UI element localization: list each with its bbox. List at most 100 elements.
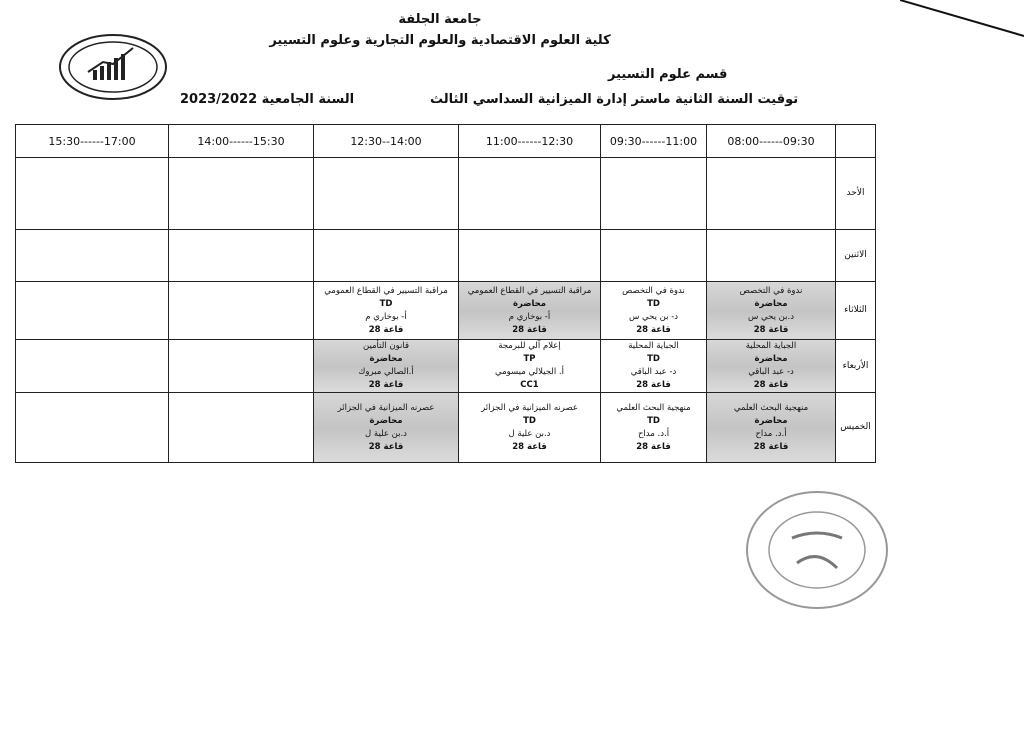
- day-row: الأربعاء الجباية المحلية محاضرة د- عبد البا…: [15, 339, 876, 393]
- session-type: محاضرة: [754, 415, 788, 426]
- session-cell: إعلام آلي للبرمجة TP أ. الجيلالي ميسومي CC1: [458, 339, 601, 393]
- session-type: محاضرة: [369, 354, 403, 364]
- university-name: جامعة الجلفة: [398, 12, 482, 27]
- session-type: محاضرة: [754, 354, 788, 364]
- session-cell: [313, 157, 459, 230]
- session-type: TD: [647, 298, 660, 309]
- session-cell: [168, 392, 314, 463]
- session-room: قاعة 28: [753, 441, 789, 452]
- session-teacher: د- عبد الباقي: [630, 367, 677, 377]
- session-type: محاضرة: [369, 415, 403, 426]
- session-cell: [600, 157, 707, 230]
- session-subject: ندوة في التخصص: [622, 285, 685, 296]
- session-type: TD: [523, 415, 536, 426]
- session-room: قاعة 28: [636, 380, 671, 390]
- session-cell: منهجية البحث العلمي محاضرة أ.د. مداح قاعة 2…: [706, 392, 836, 463]
- session-room: قاعة 28: [368, 441, 404, 452]
- session-cell: عصرنه الميزانية في الجزائر محاضرة د.بن علي…: [313, 392, 459, 463]
- session-room: CC1: [520, 380, 539, 390]
- time-slot-header: 17:00------15:30: [15, 124, 169, 158]
- session-subject: ندوة في التخصص: [739, 285, 803, 296]
- session-cell: الجباية المحلية TD د- عبد الباقي قاعة 28: [600, 339, 707, 393]
- session-subject: منهجية البحث العلمي: [733, 402, 809, 413]
- time-slot-header: [835, 124, 876, 158]
- time-slot-header: 15:30------14:00: [168, 124, 314, 158]
- department-name: قسم علوم التسيير: [608, 67, 728, 82]
- session-teacher: أ. الجيلالي ميسومي: [495, 367, 564, 377]
- session-subject: قانون التأمين: [362, 341, 410, 351]
- session-type: TD: [647, 354, 660, 364]
- session-cell: الجباية المحلية محاضرة د- عبد الباقي قاعة 2…: [706, 339, 836, 393]
- timetable: 09:30------08:00 11:00------09:30 12:30---…: [15, 124, 876, 463]
- session-cell: [458, 157, 601, 230]
- session-subject: عصرنه الميزانية في الجزائر: [337, 402, 435, 413]
- session-room: قاعة 28: [636, 441, 671, 452]
- day-label: الثلاثاء: [835, 281, 876, 340]
- session-cell: [168, 157, 314, 230]
- time-slot-header: 12:30------11:00: [458, 124, 601, 158]
- session-subject: الجباية المحلية: [628, 341, 679, 351]
- session-teacher: أ- بوخاري م: [508, 311, 551, 322]
- session-type: محاضرة: [512, 298, 547, 309]
- session-room: قاعة 28: [368, 380, 404, 390]
- session-type: TD: [647, 415, 660, 426]
- session-teacher: د- عبد الباقي: [748, 367, 794, 377]
- session-cell: [15, 229, 169, 282]
- session-cell: [600, 229, 707, 282]
- page-corner-line: [900, 0, 1024, 37]
- session-subject: الجباية المحلية: [745, 341, 797, 351]
- session-teacher: أ.الصالي مبروك: [358, 367, 414, 377]
- session-teacher: د.بن علية ل: [365, 428, 407, 439]
- day-label: الأحد: [835, 157, 876, 230]
- session-cell: مراقبة التسيير في القطاع العمومي محاضرة أ-…: [458, 281, 601, 340]
- day-row: الثلاثاء ندوة في التخصص محاضرة د.بن يحي س قا…: [15, 281, 876, 340]
- day-label: الخميس: [835, 392, 876, 463]
- day-label: الأربعاء: [835, 339, 876, 393]
- session-cell: [15, 392, 169, 463]
- official-stamp: [746, 491, 888, 609]
- session-teacher: أ.د. مداح: [755, 428, 787, 439]
- session-room: قاعة 28: [636, 324, 671, 335]
- faculty-logo: [59, 34, 167, 100]
- session-teacher: أ- بوخاري م: [365, 311, 407, 322]
- session-teacher: د.بن علية ل: [508, 428, 551, 439]
- session-cell: [458, 229, 601, 282]
- session-cell: [168, 229, 314, 282]
- session-room: قاعة 28: [512, 441, 547, 452]
- session-cell: ندوة في التخصص TD د- بن يحي س قاعة 28: [600, 281, 707, 340]
- day-row: الاثنين: [15, 229, 876, 282]
- time-slot-header: 11:00------09:30: [600, 124, 707, 158]
- session-room: قاعة 28: [368, 324, 404, 335]
- day-row: الأحد: [15, 157, 876, 230]
- session-cell: مراقبة التسيير في القطاع العمومي TD أ- بوخ…: [313, 281, 459, 340]
- session-cell: [15, 281, 169, 340]
- schedule-title: توقيت السنة الثانية ماستر إدارة الميزاني…: [430, 92, 799, 107]
- session-cell: [15, 339, 169, 393]
- session-type: TP: [523, 354, 536, 364]
- faculty-name: كلية العلوم الاقتصادية والعلوم التجارية …: [269, 33, 611, 48]
- session-type: محاضرة: [754, 298, 788, 309]
- session-teacher: أ.د. مداح: [637, 428, 670, 439]
- session-cell: [15, 157, 169, 230]
- session-subject: مراقبة التسيير في القطاع العمومي: [324, 285, 448, 296]
- day-row: الخميس منهجية البحث العلمي محاضرة أ.د. مداح…: [15, 392, 876, 463]
- session-room: قاعة 28: [753, 324, 789, 335]
- session-cell: [168, 281, 314, 340]
- time-slot-header: 14:00--12:30: [313, 124, 459, 158]
- session-cell: [168, 339, 314, 393]
- session-type: TD: [379, 298, 393, 309]
- day-label: الاثنين: [835, 229, 876, 282]
- academic-year: السنة الجامعية 2023/2022: [180, 92, 355, 107]
- session-teacher: د.بن يحي س: [747, 311, 795, 322]
- time-slot-header: 09:30------08:00: [706, 124, 836, 158]
- session-cell: [313, 229, 459, 282]
- session-subject: عصرنه الميزانية في الجزائر: [481, 402, 578, 413]
- session-room: قاعة 28: [753, 380, 789, 390]
- session-cell: ندوة في التخصص محاضرة د.بن يحي س قاعة 28: [706, 281, 836, 340]
- session-cell: قانون التأمين محاضرة أ.الصالي مبروك قاعة 28: [313, 339, 459, 393]
- session-subject: إعلام آلي للبرمجة: [498, 341, 561, 351]
- session-cell: [706, 157, 836, 230]
- session-teacher: د- بن يحي س: [628, 311, 679, 322]
- session-cell: عصرنه الميزانية في الجزائر TD د.بن علية ل ق…: [458, 392, 601, 463]
- session-subject: منهجية البحث العلمي: [616, 402, 691, 413]
